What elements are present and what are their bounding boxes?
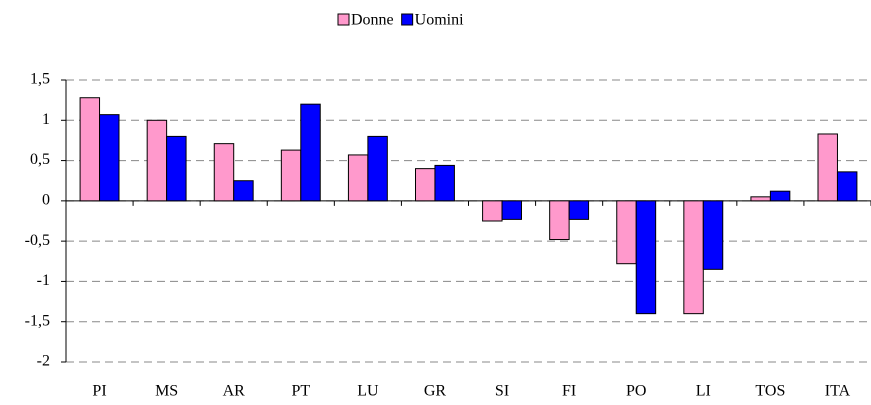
bar xyxy=(367,135,388,202)
bar xyxy=(750,196,771,202)
y-tick-label: 0 xyxy=(42,192,50,209)
y-tick-label: -2 xyxy=(37,353,50,370)
bar xyxy=(347,154,369,202)
bar xyxy=(79,97,101,202)
y-tick-label: -1 xyxy=(37,272,50,289)
bar xyxy=(166,135,187,202)
bar xyxy=(836,171,858,202)
x-tick-label: ITA xyxy=(825,383,851,400)
bar xyxy=(415,168,436,202)
x-tick-label: PI xyxy=(92,383,106,400)
bar xyxy=(702,200,724,270)
x-tick-label: GR xyxy=(424,383,447,400)
x-tick-label: PT xyxy=(291,383,310,400)
bar xyxy=(146,119,168,202)
legend-swatch xyxy=(401,13,414,26)
y-tick-label: -1,5 xyxy=(25,312,50,329)
bar xyxy=(213,143,235,202)
x-tick-label: SI xyxy=(495,383,509,400)
bar xyxy=(549,200,570,241)
bar xyxy=(434,164,455,202)
legend-label: Uomini xyxy=(415,12,464,29)
bar xyxy=(99,114,120,202)
bar xyxy=(817,133,838,202)
bar xyxy=(233,180,254,202)
bar xyxy=(501,200,522,220)
bar xyxy=(300,103,321,202)
x-tick-label: LI xyxy=(696,383,711,400)
legend-swatch xyxy=(337,13,350,26)
x-tick-label: TOS xyxy=(755,383,785,400)
bar xyxy=(683,200,704,315)
x-tick-label: MS xyxy=(155,383,178,400)
bar xyxy=(280,149,302,202)
y-tick-label: 0,5 xyxy=(30,151,50,168)
x-tick-label: FI xyxy=(562,383,576,400)
y-tick-label: -0,5 xyxy=(25,232,50,249)
y-tick-label: 1 xyxy=(42,111,50,128)
legend-label: Donne xyxy=(351,12,394,29)
bar xyxy=(635,200,657,315)
bar xyxy=(482,200,503,222)
y-tick-label: 1,5 xyxy=(30,71,50,88)
x-tick-label: PO xyxy=(626,383,646,400)
bar xyxy=(568,200,590,220)
bar xyxy=(616,200,637,265)
x-tick-label: AR xyxy=(223,383,246,400)
bar xyxy=(769,190,791,202)
x-tick-label: LU xyxy=(357,383,379,400)
